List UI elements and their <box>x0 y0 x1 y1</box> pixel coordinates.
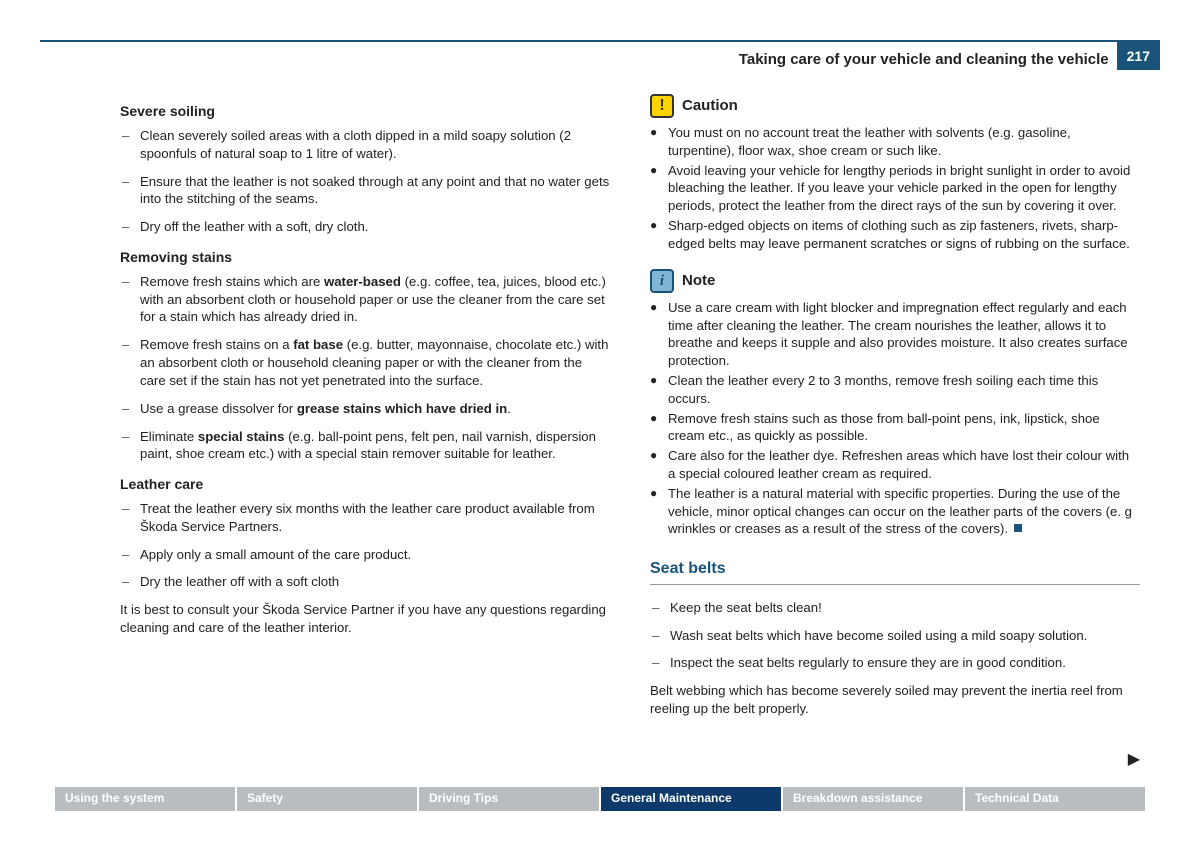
list-text: Wash seat belts which have become soiled… <box>670 627 1140 645</box>
tab-safety[interactable]: Safety <box>237 787 419 811</box>
list-item: –Ensure that the leather is not soaked t… <box>122 173 610 209</box>
list-text: Sharp-edged objects on items of clothing… <box>668 217 1140 253</box>
list-item: ●Remove fresh stains such as those from … <box>650 410 1140 446</box>
end-square-icon <box>1014 524 1022 532</box>
left-column: Severe soiling –Clean severely soiled ar… <box>120 90 610 771</box>
list-text: Ensure that the leather is not soaked th… <box>140 173 610 209</box>
list-text: Keep the seat belts clean! <box>670 599 1140 617</box>
list-text: Dry the leather off with a soft cloth <box>140 573 610 591</box>
list-text: The leather is a natural material with s… <box>668 485 1140 538</box>
tab-general-maintenance[interactable]: General Maintenance <box>601 787 783 811</box>
list-text: Use a care cream with light blocker and … <box>668 299 1140 370</box>
subhead-leather-care: Leather care <box>120 475 610 494</box>
continue-arrow-icon: ▶ <box>1128 749 1140 771</box>
subhead-removing-stains: Removing stains <box>120 248 610 267</box>
tab-using-the-system[interactable]: Using the system <box>55 787 237 811</box>
section-rule <box>650 584 1140 585</box>
list-item: –Clean severely soiled areas with a clot… <box>122 127 610 163</box>
note-label: Note <box>682 271 715 291</box>
caution-label: Caution <box>682 96 738 116</box>
list-text: Use a grease dissolver for grease stains… <box>140 400 610 418</box>
list-item: ●Use a care cream with light blocker and… <box>650 299 1140 370</box>
list-item: –Inspect the seat belts regularly to ens… <box>652 654 1140 672</box>
list-item: ●Sharp-edged objects on items of clothin… <box>650 217 1140 253</box>
content-area: Severe soiling –Clean severely soiled ar… <box>120 90 1140 771</box>
right-column: ! Caution ●You must on no account treat … <box>650 90 1140 771</box>
list-item: –Remove fresh stains on a fat base (e.g.… <box>122 336 610 389</box>
list-item: –Apply only a small amount of the care p… <box>122 546 610 564</box>
list-text: Treat the leather every six months with … <box>140 500 610 536</box>
note-icon: i <box>650 269 674 293</box>
list-text: Care also for the leather dye. Refreshen… <box>668 447 1140 483</box>
list-item: ●Clean the leather every 2 to 3 months, … <box>650 372 1140 408</box>
list-text: Clean the leather every 2 to 3 months, r… <box>668 372 1140 408</box>
note-header: i Note <box>650 269 1140 293</box>
list-item: –Dry the leather off with a soft cloth <box>122 573 610 591</box>
list-text: Remove fresh stains which are water-base… <box>140 273 610 326</box>
seatbelts-paragraph: Belt webbing which has become severely s… <box>650 682 1140 718</box>
list-text: Dry off the leather with a soft, dry clo… <box>140 218 610 236</box>
list-text: Apply only a small amount of the care pr… <box>140 546 610 564</box>
tab-technical-data[interactable]: Technical Data <box>965 787 1145 811</box>
list-item: –Treat the leather every six months with… <box>122 500 610 536</box>
footer-tabs: Using the system Safety Driving Tips Gen… <box>55 787 1145 811</box>
page-header: Taking care of your vehicle and cleaning… <box>40 40 1160 70</box>
list-item: –Use a grease dissolver for grease stain… <box>122 400 610 418</box>
header-title: Taking care of your vehicle and cleaning… <box>739 45 1117 68</box>
list-text: Inspect the seat belts regularly to ensu… <box>670 654 1140 672</box>
caution-header: ! Caution <box>650 94 1140 118</box>
caution-icon: ! <box>650 94 674 118</box>
list-item: ●The leather is a natural material with … <box>650 485 1140 538</box>
list-text: Eliminate special stains (e.g. ball-poin… <box>140 428 610 464</box>
subhead-severe-soiling: Severe soiling <box>120 102 610 121</box>
closing-paragraph: It is best to consult your Škoda Service… <box>120 601 610 637</box>
list-text: You must on no account treat the leather… <box>668 124 1140 160</box>
page-number: 217 <box>1117 42 1160 70</box>
section-title-seatbelts: Seat belts <box>650 558 1140 580</box>
list-item: –Dry off the leather with a soft, dry cl… <box>122 218 610 236</box>
list-item: ●You must on no account treat the leathe… <box>650 124 1140 160</box>
tab-driving-tips[interactable]: Driving Tips <box>419 787 601 811</box>
list-text: Remove fresh stains such as those from b… <box>668 410 1140 446</box>
list-item: ●Avoid leaving your vehicle for lengthy … <box>650 162 1140 215</box>
list-item: –Keep the seat belts clean! <box>652 599 1140 617</box>
list-item: –Wash seat belts which have become soile… <box>652 627 1140 645</box>
list-item: –Remove fresh stains which are water-bas… <box>122 273 610 326</box>
list-item: –Eliminate special stains (e.g. ball-poi… <box>122 428 610 464</box>
list-text: Clean severely soiled areas with a cloth… <box>140 127 610 163</box>
list-item: ●Care also for the leather dye. Refreshe… <box>650 447 1140 483</box>
list-text: Avoid leaving your vehicle for lengthy p… <box>668 162 1140 215</box>
tab-breakdown-assistance[interactable]: Breakdown assistance <box>783 787 965 811</box>
list-text: Remove fresh stains on a fat base (e.g. … <box>140 336 610 389</box>
